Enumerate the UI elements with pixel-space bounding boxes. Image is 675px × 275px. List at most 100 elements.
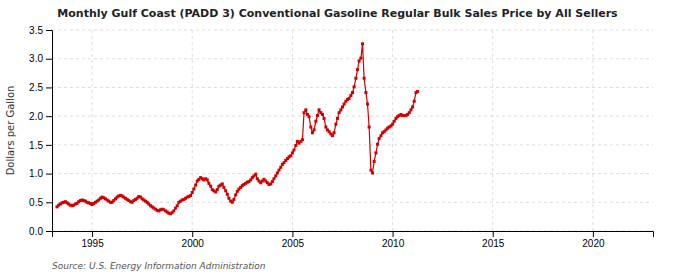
tick-label: 2010	[382, 238, 405, 249]
tick: 2010	[382, 231, 405, 249]
title: Monthly Gulf Coast (PADD 3) Conventional…	[57, 7, 618, 20]
marker	[336, 117, 339, 120]
tick: 3.0	[29, 53, 52, 64]
grid-line-x	[192, 30, 193, 231]
tick-label: 0.5	[29, 197, 43, 208]
marker	[172, 209, 175, 212]
marker	[314, 120, 317, 123]
marker	[339, 108, 342, 111]
marker	[316, 114, 319, 117]
marker	[216, 188, 219, 191]
series	[56, 42, 420, 215]
source: Source: U.S. Energy Information Administ…	[52, 261, 266, 271]
grid-line-y	[52, 58, 653, 59]
tick: 1.5	[29, 140, 52, 151]
grid-line-y	[52, 116, 653, 117]
marker	[194, 184, 197, 187]
marker	[376, 143, 379, 146]
marker	[349, 94, 352, 97]
marker	[368, 126, 371, 129]
marker	[359, 57, 362, 60]
grid-line-x	[592, 30, 593, 231]
marker	[358, 60, 361, 63]
grid-line-x	[492, 30, 493, 231]
marker	[189, 194, 192, 197]
marker	[309, 126, 312, 129]
tick-label: 1.0	[29, 168, 43, 179]
marker	[222, 186, 225, 189]
marker	[374, 151, 377, 154]
marker	[379, 134, 382, 137]
marker	[308, 115, 311, 118]
marker	[324, 126, 327, 129]
marker	[294, 144, 297, 147]
tick: 2000	[182, 231, 205, 249]
marker	[413, 100, 416, 103]
tick-label: 2020	[582, 238, 605, 249]
axis-line	[53, 232, 654, 238]
tick-mark	[92, 231, 93, 237]
tick: 1995	[81, 231, 104, 249]
marker	[356, 68, 359, 71]
tick: 3.5	[29, 25, 52, 36]
tick-label: 3.0	[29, 53, 43, 64]
marker	[272, 177, 275, 180]
marker	[338, 111, 341, 114]
marker	[176, 204, 179, 207]
tick-mark	[46, 145, 52, 146]
tick-label: 2000	[182, 238, 205, 249]
marker	[224, 189, 227, 192]
marker	[291, 151, 294, 154]
y-axis-label: Dollars per Gallon	[5, 86, 16, 176]
marker	[364, 91, 367, 94]
marker	[333, 131, 336, 134]
tick: 2.0	[29, 111, 52, 122]
tick-mark	[46, 116, 52, 117]
tick: 1.0	[29, 168, 52, 179]
tick-mark	[192, 231, 193, 237]
marker	[277, 169, 280, 172]
marker	[341, 105, 344, 108]
tick-label: 2.5	[29, 82, 43, 93]
marker	[289, 154, 292, 157]
marker	[323, 117, 326, 120]
marker	[351, 91, 354, 94]
marker	[313, 128, 316, 131]
tick-mark	[46, 30, 52, 31]
marker	[226, 193, 229, 196]
line	[57, 44, 418, 214]
marker	[311, 131, 314, 134]
marker	[207, 182, 210, 185]
marker	[271, 180, 274, 183]
grid-line-y	[52, 202, 653, 203]
marker	[373, 160, 376, 163]
grid-line-x	[392, 30, 393, 231]
tick-mark	[593, 231, 594, 237]
grid-line-y	[52, 144, 653, 145]
tick-mark	[393, 231, 394, 237]
marker	[411, 105, 414, 108]
tick-mark	[46, 174, 52, 175]
marker	[393, 120, 396, 123]
tick-mark	[46, 87, 52, 88]
grid-line-y	[52, 173, 653, 174]
marker	[371, 171, 374, 174]
grid	[52, 30, 653, 231]
marker	[353, 85, 356, 88]
marker	[416, 90, 419, 93]
tick-label: 2.0	[29, 111, 43, 122]
chart: 1995200020052010201520200.00.51.01.52.02…	[0, 0, 675, 275]
marker	[354, 77, 357, 80]
marker	[318, 108, 321, 111]
marker	[227, 197, 230, 200]
marker	[209, 185, 212, 188]
tick: 2005	[282, 231, 305, 249]
marker	[409, 108, 412, 111]
grid-line-x	[292, 30, 293, 231]
marker	[276, 171, 279, 174]
plot-area: 1995200020052010201520200.00.51.01.52.02…	[29, 25, 653, 249]
axis-line	[46, 31, 53, 232]
tick-mark	[292, 231, 293, 237]
marker	[301, 138, 304, 141]
marker	[293, 149, 296, 152]
